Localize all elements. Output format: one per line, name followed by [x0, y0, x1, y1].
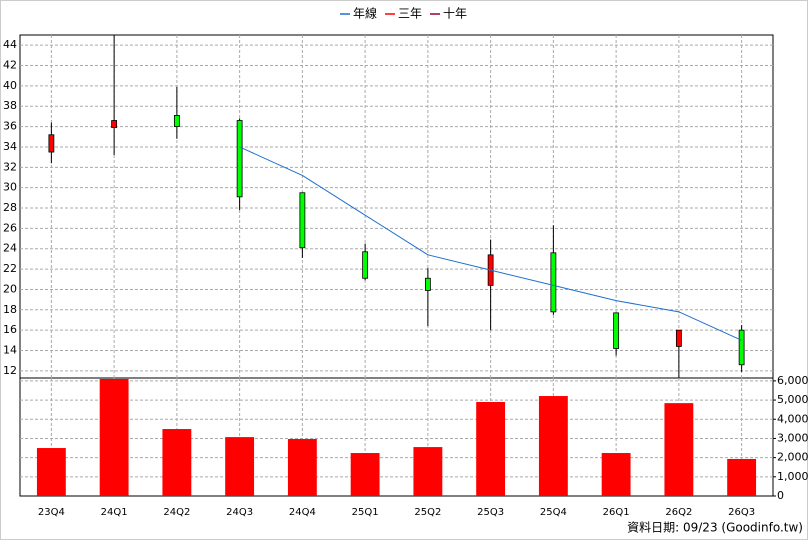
candle-body: [236, 120, 243, 198]
y2-tick-label: 1,000: [777, 470, 808, 483]
x-tick-label: 25Q1: [352, 507, 379, 518]
volume-bar: [413, 447, 443, 496]
y-tick-label: 18: [3, 303, 17, 316]
candle-body: [675, 329, 682, 347]
y-tick-label: 40: [3, 79, 17, 92]
volume-bar: [36, 448, 66, 496]
candle-body: [48, 134, 55, 153]
y-tick-label: 26: [3, 221, 17, 234]
candle-body: [738, 329, 745, 366]
x-tick-label: 25Q3: [477, 507, 504, 518]
y-tick-label: 30: [3, 181, 17, 194]
y-tick-label: 44: [3, 38, 17, 51]
footer: 資料日期: 09/23 (Goodinfo.tw): [627, 521, 803, 535]
volume-bar: [727, 458, 757, 496]
x-tick-label: 24Q1: [101, 507, 128, 518]
candle-body: [613, 312, 620, 349]
x-tick-label: 26Q2: [665, 507, 692, 518]
volume-bar: [601, 453, 631, 496]
volume-bar: [350, 453, 380, 496]
x-tick-label: 25Q2: [414, 507, 441, 518]
y2-tick-label: 4,000: [777, 412, 808, 425]
y-tick-label: 36: [3, 120, 17, 133]
y-tick-label: 14: [3, 344, 17, 357]
plot-frame: [19, 34, 774, 497]
y-tick-label: 24: [3, 242, 17, 255]
legend-label: 三年: [398, 7, 422, 21]
y-tick-label: 20: [3, 282, 17, 295]
x-tick-label: 24Q2: [163, 507, 190, 518]
y-tick-label: 12: [3, 364, 17, 377]
x-tick-label: 24Q3: [226, 507, 253, 518]
x-tick-label: 24Q4: [289, 507, 316, 518]
y-tick-label: 16: [3, 323, 17, 336]
x-tick-label: 26Q3: [728, 507, 755, 518]
x-tick-label: 23Q4: [38, 507, 65, 518]
volume-bar: [538, 396, 568, 496]
y2-tick-label: 2,000: [777, 451, 808, 464]
y2-tick-label: 3,000: [777, 431, 808, 444]
y-tick-label: 34: [3, 140, 17, 153]
volume-bar: [225, 437, 255, 496]
candle-body: [550, 252, 557, 313]
volume-bar: [162, 429, 192, 496]
candle-body: [299, 192, 306, 249]
y-tick-label: 32: [3, 160, 17, 173]
y2-tick-label: 5,000: [777, 393, 808, 406]
x-tick-label: 25Q4: [540, 507, 567, 518]
y2-tick-label: 0: [777, 489, 784, 502]
y-tick-label: 22: [3, 262, 17, 275]
volume-bar: [664, 403, 694, 496]
candle-body: [111, 120, 118, 129]
candle-body: [424, 277, 431, 291]
x-tick-label: 26Q1: [603, 507, 630, 518]
y2-tick-label: 6,000: [777, 374, 808, 387]
volume-bar: [476, 401, 506, 496]
legend-label: 年線: [353, 6, 377, 21]
y-tick-label: 28: [3, 201, 17, 214]
y-tick-label: 42: [3, 59, 17, 72]
line-series: [239, 146, 742, 341]
candle-body: [362, 251, 369, 279]
legend-label: 十年: [443, 7, 467, 21]
y-tick-label: 38: [3, 99, 17, 112]
volume-bar: [287, 439, 317, 496]
volume-bar: [99, 378, 129, 496]
candle-body: [173, 115, 180, 128]
